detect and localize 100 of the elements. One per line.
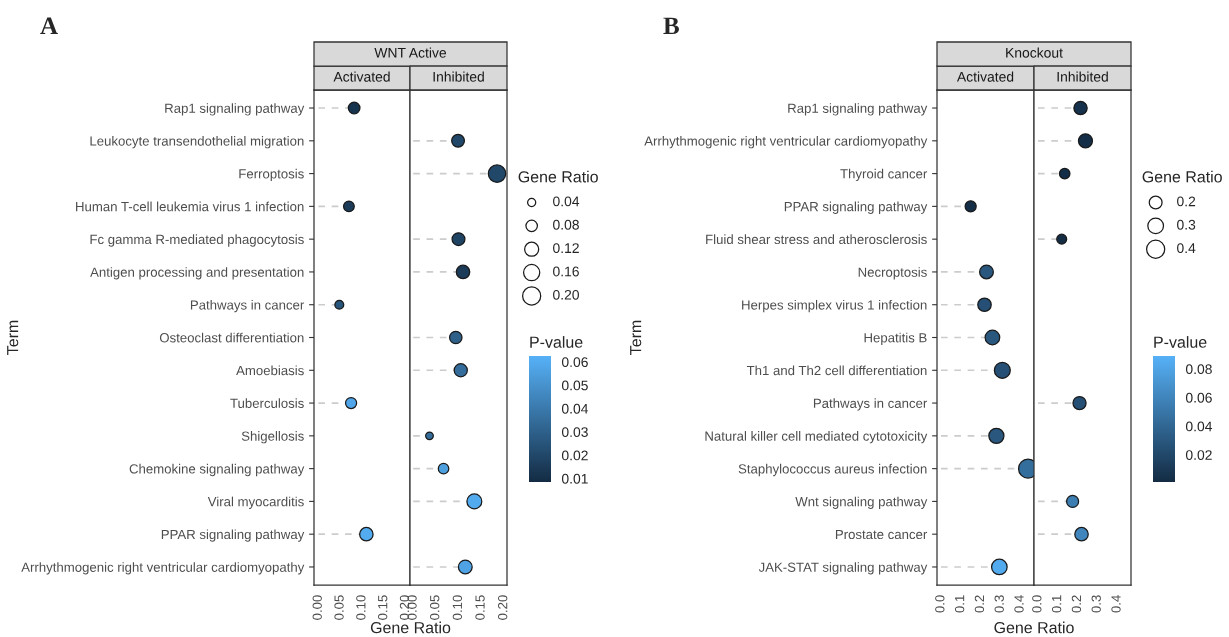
x-axis-title: Gene Ratio — [994, 621, 1074, 634]
chart-title: Inhibited — [1057, 71, 1108, 82]
y-tick-label: Leukocyte transendothelial migration — [90, 136, 304, 149]
x-tick-label: 0.20 — [498, 595, 508, 620]
point — [359, 526, 374, 542]
y-tick-label: Tuberculosis — [230, 398, 304, 408]
text: Knockout — [1006, 47, 1063, 58]
y-tick-label: JAK-STAT signaling pathway — [758, 562, 928, 575]
y-tick-label: PPAR signaling pathway — [161, 529, 305, 542]
y-tick-label: Hepatitis B — [864, 332, 927, 346]
text: A — [40, 17, 58, 35]
y-tick-label: Fc gamma R-mediated phagocytosis — [90, 234, 304, 247]
legend-label: 0.12 — [553, 243, 579, 254]
x-tick-label: 0.0 — [935, 595, 945, 613]
point — [988, 427, 1005, 445]
y-tick-label: Chemokine signaling pathway — [129, 463, 305, 477]
y-axis-title: Term — [630, 320, 642, 355]
point — [993, 361, 1011, 379]
x-tick-label: 0.0 — [1032, 595, 1042, 613]
point — [1072, 395, 1087, 411]
color-bar-label: 0.06 — [561, 357, 588, 367]
x-tick-label: 0.3 — [994, 595, 1004, 613]
x-tick-label: 0.1 — [1051, 595, 1062, 613]
point — [978, 264, 994, 280]
color-bar-title: P-value — [1154, 336, 1207, 348]
y-tick-label: Fluid shear stress and atherosclerosis — [706, 234, 927, 245]
text: WNT Active — [374, 47, 447, 58]
point — [437, 462, 450, 475]
legend-label: 0.2 — [1177, 196, 1196, 207]
x-tick-label: 0.20 — [399, 595, 410, 620]
y-tick-label: Pathways in cancer — [813, 398, 928, 411]
point — [984, 329, 1001, 346]
x-tick-label: 0.10 — [356, 595, 366, 620]
point — [457, 559, 473, 575]
y-tick-label: Pathways in cancer — [190, 299, 305, 313]
legend-label: 0.20 — [553, 289, 579, 300]
x-tick-label: 0.00 — [312, 595, 322, 620]
chart-title: Inhibited — [433, 71, 484, 82]
y-tick-label: Human T-cell leukemia virus 1 infection — [76, 201, 304, 212]
point — [448, 330, 463, 345]
y-tick-label: Osteoclast differentiation — [159, 332, 304, 343]
y-tick-label: Necroptosis — [858, 267, 927, 280]
point — [451, 133, 466, 148]
x-tick-label: 0.00 — [407, 595, 417, 620]
x-tick-label: 0.2 — [974, 595, 985, 613]
y-tick-label: Antigen processing and presentation — [90, 267, 304, 280]
point — [344, 396, 358, 410]
color-bar-label: 0.01 — [561, 473, 588, 484]
color-bar-label: 0.06 — [1185, 392, 1212, 403]
legend-label: 0.4 — [1177, 243, 1196, 254]
y-tick-label: Wnt signaling pathway — [795, 496, 928, 509]
point — [990, 558, 1008, 576]
point — [347, 101, 361, 115]
color-bar-title: P-value — [530, 336, 583, 348]
point — [455, 264, 471, 280]
x-axis-title: Gene Ratio — [370, 621, 451, 634]
color-bar-label: 0.02 — [561, 450, 588, 461]
point — [451, 232, 466, 247]
point — [1077, 133, 1094, 149]
y-tick-label: Thyroid cancer — [840, 168, 928, 182]
x-tick-label: 0.15 — [378, 595, 388, 620]
x-tick-label: 0.4 — [1014, 595, 1024, 613]
point — [453, 363, 468, 378]
point — [1065, 494, 1080, 509]
legend-label: 0.04 — [553, 196, 580, 207]
point — [977, 297, 992, 313]
legend-label: 0.3 — [1177, 219, 1196, 230]
x-tick-label: 0.05 — [334, 595, 344, 620]
color-bar-label: 0.04 — [561, 403, 589, 414]
color-bar-label: 0.03 — [561, 427, 588, 437]
y-tick-label: PPAR signaling pathway — [784, 201, 928, 214]
y-tick-label: Natural killer cell mediated cytotoxicity — [705, 431, 928, 444]
y-tick-label: Ferroptosis — [239, 168, 304, 182]
y-tick-label: Amoebiasis — [236, 365, 304, 376]
legend-label: 0.08 — [553, 219, 579, 230]
x-tick-label: 0.4 — [1111, 595, 1121, 613]
y-tick-label: Arrhythmogenic right ventricular cardiomyopathy — [644, 136, 928, 149]
x-tick-label: 0.1 — [954, 595, 965, 613]
color-bar-label: 0.04 — [1185, 421, 1213, 432]
x-tick-label: 0.05 — [430, 595, 440, 620]
legend-title: Gene Ratio — [1142, 170, 1222, 183]
y-tick-label: Rap1 signaling pathway — [788, 103, 928, 116]
y-axis-title: Term — [7, 320, 19, 355]
y-tick-label: Shigellosis — [241, 431, 304, 444]
y-tick-label: Rap1 signaling pathway — [165, 103, 305, 116]
color-bar-label: 0.08 — [1185, 364, 1212, 375]
chart-title: Activated — [956, 71, 1014, 82]
y-tick-label: Th1 and Th2 cell differentiation — [746, 365, 927, 376]
x-tick-label: 0.3 — [1091, 595, 1101, 613]
chart-title: Activated — [333, 71, 390, 82]
x-tick-label: 0.10 — [452, 595, 463, 620]
point — [342, 200, 355, 213]
color-bar-label: 0.05 — [561, 380, 588, 391]
x-tick-label: 0.2 — [1071, 595, 1082, 613]
legend-title: Gene Ratio — [518, 170, 598, 183]
y-tick-label: Prostate cancer — [835, 529, 928, 540]
y-tick-label: Viral myocarditis — [207, 496, 304, 509]
point — [1074, 526, 1089, 542]
point — [466, 493, 483, 510]
color-bar-label: 0.02 — [1185, 450, 1212, 460]
